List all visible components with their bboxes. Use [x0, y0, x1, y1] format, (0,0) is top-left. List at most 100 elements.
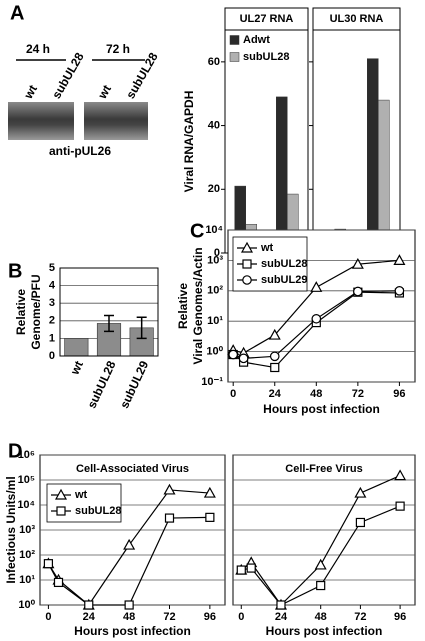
x-tick-label: 72 [352, 388, 364, 400]
marker [355, 517, 365, 528]
x-tick-label: 24 [269, 388, 282, 400]
legend-label: subUL28 [75, 505, 121, 517]
marker [164, 513, 175, 523]
x-axis-label: Hours post infection [263, 402, 380, 416]
x-tick-label: 96 [393, 388, 405, 400]
marker [354, 486, 367, 498]
y-tick-label: 3 [49, 297, 55, 309]
y-tick-label: 10³ [207, 254, 223, 266]
y-tick-label: 10⁰ [206, 346, 223, 358]
marker [269, 351, 280, 362]
y-tick-label: 10⁰ [18, 599, 35, 611]
blot-time: 72 h [106, 42, 130, 56]
blot-image [8, 102, 74, 140]
marker [203, 486, 216, 498]
marker [123, 538, 136, 550]
y-tick-label: 0 [49, 350, 55, 362]
y-tick-label: 10² [19, 549, 35, 561]
legend-box [46, 483, 122, 523]
y-tick-label: 10⁻¹ [201, 376, 223, 388]
legend-label: Adwt [243, 34, 270, 46]
marker [43, 559, 54, 569]
marker [316, 580, 326, 591]
blot-caption: anti-pUL26 [49, 144, 111, 158]
marker [310, 281, 323, 292]
facet-title: UL27 RNA [240, 13, 294, 25]
blot-time: 24 h [26, 42, 50, 56]
legend-label: wt [260, 242, 274, 254]
bar [64, 338, 89, 357]
marker [205, 512, 215, 522]
legend-label: subUL28 [243, 51, 289, 63]
y-tick-label: 60 [208, 56, 220, 68]
y-tick-label: 10⁶ [18, 449, 35, 461]
panel-label: D [8, 440, 22, 462]
x-tick-label: wt [67, 359, 86, 378]
y-axis-label: Relative [14, 289, 28, 335]
x-tick-label: subUL28 [84, 358, 118, 410]
marker [311, 313, 322, 324]
marker [84, 600, 94, 610]
lane-label: subUL28 [49, 50, 87, 101]
x-tick-label: 72 [163, 611, 175, 623]
y-tick-label: 5 [49, 262, 55, 274]
legend-label: subUL28 [261, 258, 307, 270]
plot-frame [59, 267, 159, 357]
x-tick-label: subUL29 [117, 358, 151, 410]
panel-label: B [8, 260, 22, 282]
y-tick-label: 10⁴ [205, 224, 223, 236]
y-axis-label: Infectious Units/ml [4, 476, 18, 583]
marker [393, 254, 406, 265]
y-tick-label: 10² [207, 285, 223, 297]
lane-label: wt [21, 83, 40, 102]
x-axis-label: Hours post infection [266, 624, 383, 638]
legend-swatch [229, 52, 240, 62]
marker [353, 286, 363, 297]
y-tick-label: 10¹ [207, 315, 223, 327]
x-tick-label: 24 [275, 611, 288, 623]
y-tick-label: 10¹ [19, 574, 35, 586]
x-tick-label: 96 [394, 611, 406, 623]
panel-label: C [190, 220, 204, 242]
x-tick-label: 72 [354, 611, 366, 623]
x-tick-label: 96 [204, 611, 216, 623]
blot: 24 h 72 h wt subUL28 wt subUL28 anti-pUL… [8, 42, 161, 158]
lane-label: subUL28 [123, 50, 161, 101]
marker [314, 558, 327, 570]
facet-title: Cell-Associated Virus [76, 463, 189, 475]
legend-marker [56, 506, 66, 516]
y-tick-label: 10⁵ [18, 474, 35, 486]
marker [268, 328, 281, 340]
x-tick-label: 48 [123, 611, 135, 623]
marker [351, 257, 364, 269]
x-tick-label: 0 [238, 611, 244, 623]
legend-marker [240, 241, 254, 253]
y-tick-label: 10³ [19, 524, 35, 536]
marker [236, 565, 246, 575]
y-axis-label: Relative [176, 283, 190, 329]
marker [394, 469, 407, 481]
y-tick-label: 40 [208, 119, 220, 131]
marker [394, 285, 405, 296]
marker [276, 600, 286, 610]
y-axis-label: Genome/PFU [29, 274, 43, 349]
y-tick-label: 20 [208, 183, 220, 195]
y-axis-label: Viral Genomes/Actin [191, 247, 205, 364]
y-tick-label: 4 [49, 280, 56, 292]
legend-label: wt [74, 489, 88, 501]
x-axis-label: Hours post infection [74, 624, 191, 638]
legend-marker [54, 488, 68, 500]
x-tick-label: 48 [310, 388, 322, 400]
y-tick-label: 1 [49, 332, 55, 344]
error-bar [136, 316, 147, 340]
legend-marker [242, 259, 252, 269]
facet-header [312, 7, 401, 31]
x-tick-label: 24 [83, 611, 96, 623]
facet-header [224, 7, 309, 31]
legend-label: subUL29 [261, 274, 307, 286]
panel-label: A [10, 2, 24, 24]
marker [270, 362, 280, 373]
marker [124, 600, 134, 610]
marker [228, 349, 238, 360]
